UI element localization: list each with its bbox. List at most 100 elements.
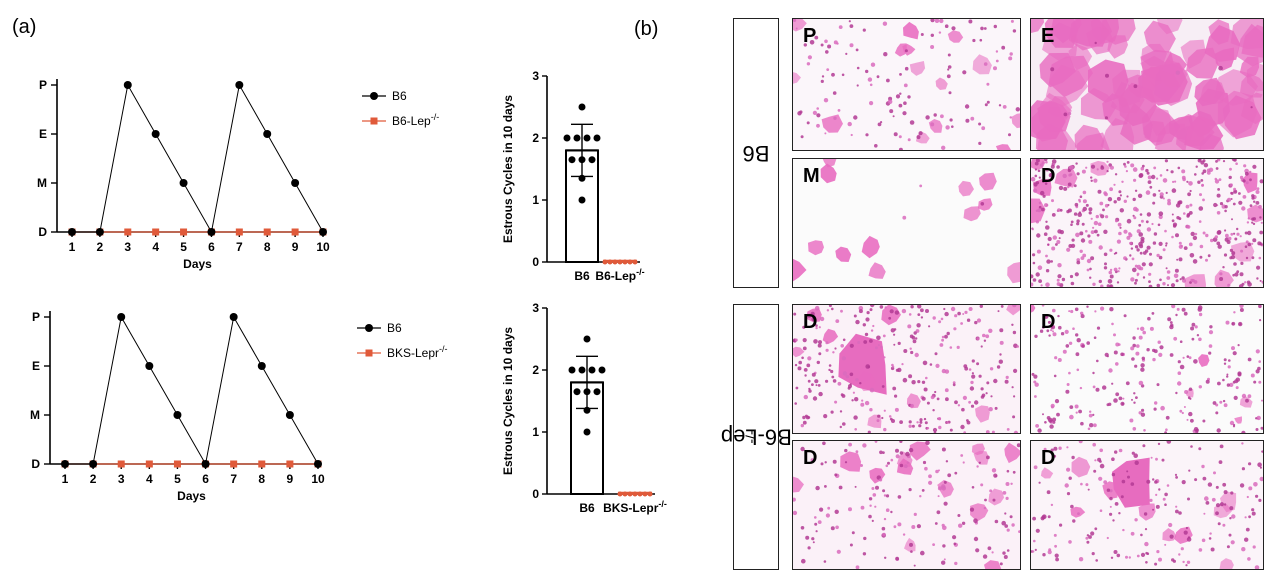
leukocyte-dot	[1070, 504, 1074, 509]
leukocyte-dot	[1103, 229, 1108, 234]
leukocyte-dot	[1226, 545, 1230, 549]
leukocyte-dot	[805, 415, 810, 420]
epithelial-cell	[975, 405, 990, 423]
leukocyte-dot	[1134, 518, 1138, 522]
leukocyte-dot	[1164, 503, 1167, 506]
leukocyte-dot	[1226, 373, 1229, 376]
leukocyte-dot	[1032, 550, 1035, 553]
leukocyte-dot	[1241, 430, 1246, 433]
leukocyte-dot	[1171, 188, 1177, 193]
leukocyte-dot	[932, 427, 938, 433]
leukocyte-dot	[834, 400, 838, 404]
leukocyte-dot	[897, 341, 901, 345]
leukocyte-dot	[932, 409, 935, 412]
leukocyte-dot	[1056, 412, 1060, 417]
leukocyte-dot	[851, 531, 855, 535]
leukocyte-dot	[1042, 180, 1045, 183]
epithelial-cell	[1198, 354, 1210, 367]
epithelial-cell	[1234, 416, 1242, 424]
leukocyte-dot	[801, 558, 806, 564]
leukocyte-dot	[1045, 282, 1050, 287]
leukocyte-dot	[881, 526, 886, 531]
micrograph-b6-estrus: E	[1030, 18, 1264, 151]
leukocyte-dot	[1047, 236, 1052, 242]
leukocyte-dot	[920, 316, 924, 319]
leukocyte-dot	[1157, 442, 1161, 446]
leukocyte-dot	[807, 313, 812, 318]
epithelial-cell	[1040, 467, 1054, 479]
leukocyte-dot	[917, 305, 922, 309]
leukocyte-dot	[1134, 245, 1139, 249]
leukocyte-dot	[816, 107, 819, 110]
leukocyte-dot	[983, 339, 987, 342]
leukocyte-dot	[1261, 399, 1263, 402]
leukocyte-dot	[1064, 329, 1069, 334]
leukocyte-dot	[1038, 176, 1041, 179]
leukocyte-dot	[1053, 454, 1057, 458]
leukocyte-dot	[919, 420, 923, 424]
leukocyte-dot	[830, 369, 834, 374]
data-point-b6	[61, 460, 69, 468]
data-point-b6	[201, 460, 210, 468]
leukocyte-dot	[1255, 417, 1258, 420]
leukocyte-dot	[876, 419, 880, 423]
leukocyte-dot	[1063, 186, 1068, 191]
leukocyte-dot	[1042, 553, 1046, 557]
epithelial-cell	[1219, 558, 1234, 569]
leukocyte-dot	[975, 548, 980, 553]
leukocyte-dot	[1079, 231, 1084, 236]
leukocyte-dot	[1052, 235, 1057, 240]
leukocyte-dot	[980, 26, 984, 31]
leukocyte-dot	[1092, 282, 1096, 286]
micrograph-texture	[793, 19, 1020, 150]
leukocyte-dot	[986, 455, 990, 460]
leukocyte-dot	[905, 451, 910, 457]
leukocyte-dot	[1239, 305, 1244, 308]
leukocyte-dot	[1201, 464, 1205, 469]
leukocyte-dot	[946, 421, 949, 424]
data-point-mutant	[258, 460, 266, 468]
leukocyte-dot	[1041, 305, 1045, 307]
y-tick-label: 3	[532, 301, 539, 315]
x-tick-label: 7	[236, 240, 243, 254]
leukocyte-dot	[1092, 385, 1096, 389]
leukocyte-dot	[1200, 160, 1205, 165]
data-point-b6	[123, 81, 132, 89]
leukocyte-dot	[1226, 240, 1231, 244]
leukocyte-dot	[865, 317, 870, 322]
leukocyte-dot	[1106, 488, 1111, 492]
leukocyte-dot	[899, 451, 904, 455]
leukocyte-dot	[1045, 160, 1048, 164]
leukocyte-dot	[1204, 496, 1209, 501]
leukocyte-dot	[950, 306, 956, 312]
micrograph-b6-metestrus: M	[792, 158, 1021, 288]
leukocyte-dot	[1090, 164, 1096, 169]
leukocyte-dot	[1230, 255, 1236, 260]
leukocyte-dot	[1227, 236, 1232, 241]
leukocyte-dot	[1095, 387, 1100, 392]
leukocyte-dot	[1087, 427, 1091, 431]
leukocyte-dot	[1155, 504, 1160, 509]
leukocyte-dot	[1034, 334, 1038, 338]
leukocyte-dot	[1066, 383, 1070, 386]
leukocyte-dot	[1050, 329, 1053, 332]
leukocyte-dot	[963, 431, 967, 433]
leukocyte-dot	[1035, 220, 1039, 224]
leukocyte-dot	[1213, 202, 1218, 208]
leukocyte-dot	[1045, 225, 1050, 230]
leukocyte-dot	[1209, 532, 1212, 535]
leukocyte-dot	[879, 450, 883, 455]
leukocyte-dot	[1132, 167, 1138, 172]
data-point-b6	[151, 130, 160, 138]
leukocyte-dot	[999, 340, 1004, 345]
leukocyte-dot	[907, 138, 911, 142]
leukocyte-dot	[1219, 444, 1224, 449]
leukocyte-dot	[1109, 268, 1113, 272]
leukocyte-dot	[1103, 480, 1108, 484]
leukocyte-dot	[1134, 281, 1137, 285]
leukocyte-dot	[1056, 278, 1060, 282]
leukocyte-dot	[1259, 179, 1263, 184]
leukocyte-dot	[1048, 548, 1052, 552]
epithelial-cell	[861, 235, 880, 259]
leukocyte-dot	[1195, 165, 1198, 168]
